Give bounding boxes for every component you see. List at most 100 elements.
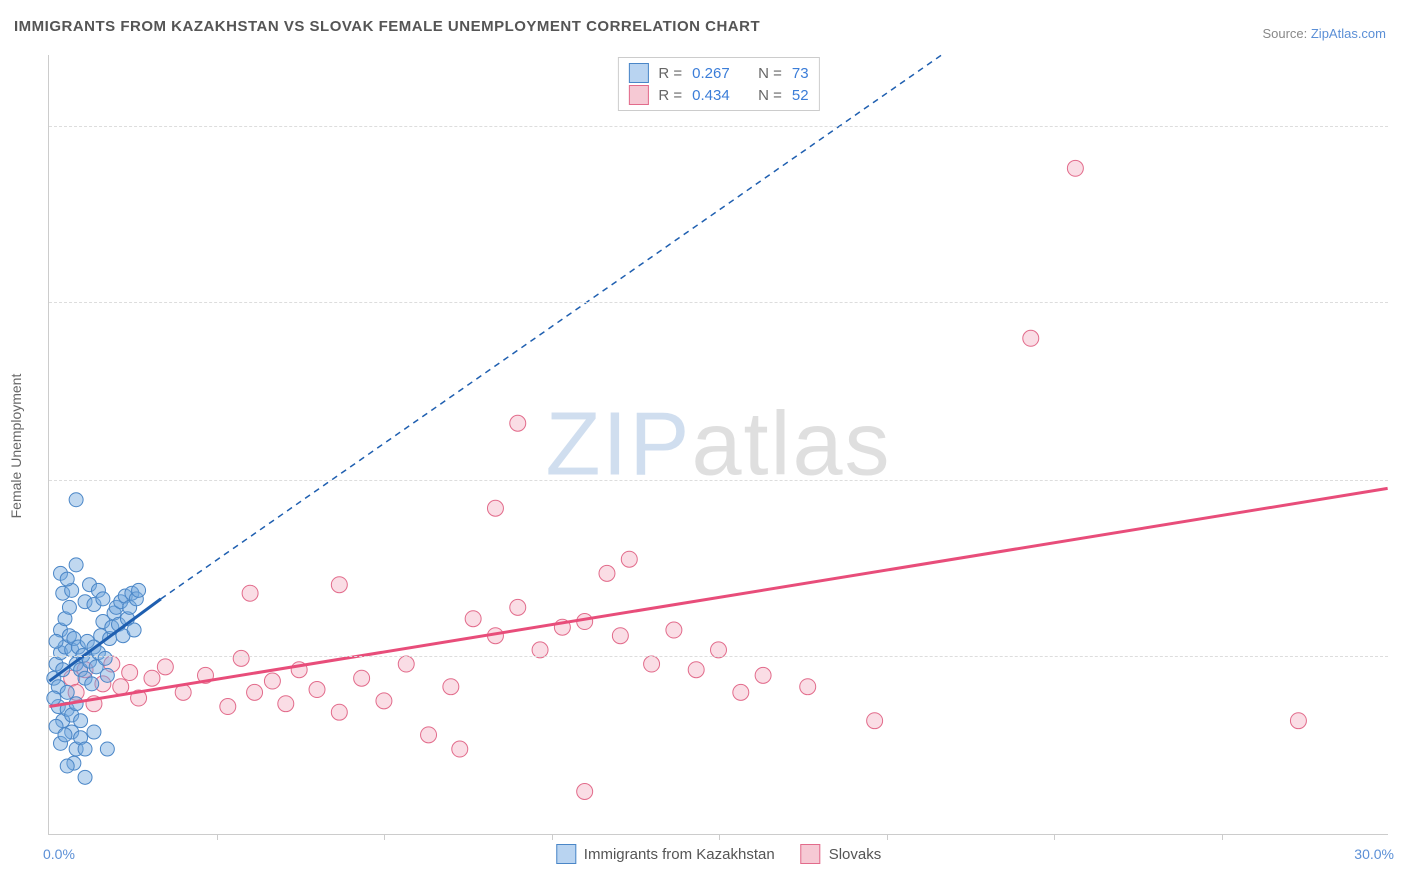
slovaks-point xyxy=(599,565,615,581)
kazakhstan-point xyxy=(69,493,83,507)
kazakhstan-point xyxy=(98,651,112,665)
x-tick xyxy=(719,834,720,840)
x-tick xyxy=(1222,834,1223,840)
plot-area: ZIPatlas R = 0.267 N = 73 R = 0.434 N = … xyxy=(48,55,1388,835)
x-tick xyxy=(217,834,218,840)
slovaks-point xyxy=(487,500,503,516)
slovaks-point xyxy=(688,662,704,678)
n-label: N = xyxy=(758,65,782,82)
kazakhstan-point xyxy=(60,759,74,773)
slovaks-point xyxy=(452,741,468,757)
r-label: R = xyxy=(658,87,682,104)
kazakhstan-point xyxy=(62,600,76,614)
y-tick-label: 25.0% xyxy=(1396,118,1406,134)
slovaks-point xyxy=(242,585,258,601)
chart-title: IMMIGRANTS FROM KAZAKHSTAN VS SLOVAK FEM… xyxy=(14,18,760,35)
r-label: R = xyxy=(658,65,682,82)
source-link[interactable]: ZipAtlas.com xyxy=(1311,26,1386,41)
kazakhstan-point xyxy=(100,668,114,682)
slovaks-point xyxy=(510,415,526,431)
slovaks-point xyxy=(398,656,414,672)
kazakhstan-point xyxy=(60,685,74,699)
legend-item-slovaks: Slovaks xyxy=(801,844,882,864)
slovaks-point xyxy=(144,670,160,686)
x-tick xyxy=(384,834,385,840)
kazakhstan-point xyxy=(100,742,114,756)
kazakhstan-point xyxy=(58,728,72,742)
slovaks-point xyxy=(157,659,173,675)
legend-bottom-swatch-kazakhstan xyxy=(556,844,576,864)
slovaks-point xyxy=(376,693,392,709)
x-tick xyxy=(552,834,553,840)
legend-bottom-label-kazakhstan: Immigrants from Kazakhstan xyxy=(584,846,775,863)
r-value-kazakhstan: 0.267 xyxy=(692,65,740,82)
slovaks-point xyxy=(331,704,347,720)
gridline xyxy=(49,302,1388,303)
x-axis-max-label: 30.0% xyxy=(1354,846,1394,862)
kazakhstan-point xyxy=(78,770,92,784)
slovaks-point xyxy=(233,650,249,666)
kazakhstan-point xyxy=(87,725,101,739)
kazakhstan-point xyxy=(74,714,88,728)
slovaks-point xyxy=(621,551,637,567)
x-axis-min-label: 0.0% xyxy=(43,846,75,862)
x-tick xyxy=(887,834,888,840)
slovaks-point xyxy=(309,682,325,698)
x-tick xyxy=(1054,834,1055,840)
kazakhstan-point xyxy=(60,572,74,586)
slovaks-point xyxy=(465,611,481,627)
source-prefix: Source: xyxy=(1262,26,1310,41)
legend-swatch-slovaks xyxy=(628,85,648,105)
legend-row-slovaks: R = 0.434 N = 52 xyxy=(628,84,808,106)
slovaks-point xyxy=(421,727,437,743)
gridline xyxy=(49,480,1388,481)
slovaks-point xyxy=(264,673,280,689)
n-value-slovaks: 52 xyxy=(792,87,809,104)
slovaks-point xyxy=(443,679,459,695)
slovaks-point xyxy=(331,577,347,593)
slovaks-point xyxy=(354,670,370,686)
slovaks-point xyxy=(755,667,771,683)
kazakhstan-point xyxy=(127,623,141,637)
y-tick-label: 18.8% xyxy=(1396,294,1406,310)
slovaks-point xyxy=(1023,330,1039,346)
slovaks-point xyxy=(612,628,628,644)
slovaks-point xyxy=(278,696,294,712)
chart-svg xyxy=(49,55,1388,834)
slovaks-point xyxy=(800,679,816,695)
slovaks-point xyxy=(510,599,526,615)
legend-series: Immigrants from Kazakhstan Slovaks xyxy=(556,844,881,864)
slovaks-point xyxy=(122,665,138,681)
slovaks-point xyxy=(644,656,660,672)
y-axis-title: Female Unemployment xyxy=(8,374,24,519)
y-tick-label: 6.3% xyxy=(1396,648,1406,664)
legend-row-kazakhstan: R = 0.267 N = 73 xyxy=(628,62,808,84)
legend-bottom-swatch-slovaks xyxy=(801,844,821,864)
gridline xyxy=(49,126,1388,127)
slovaks-point xyxy=(1067,160,1083,176)
legend-correlation: R = 0.267 N = 73 R = 0.434 N = 52 xyxy=(617,57,819,111)
kazakhstan-point xyxy=(132,583,146,597)
trend-line xyxy=(161,55,942,599)
kazakhstan-point xyxy=(47,691,61,705)
slovaks-point xyxy=(220,699,236,715)
slovaks-point xyxy=(113,679,129,695)
kazakhstan-point xyxy=(69,558,83,572)
slovaks-point xyxy=(1290,713,1306,729)
slovaks-point xyxy=(733,684,749,700)
source-attribution: Source: ZipAtlas.com xyxy=(1262,26,1386,41)
kazakhstan-point xyxy=(49,634,63,648)
slovaks-point xyxy=(577,784,593,800)
legend-swatch-kazakhstan xyxy=(628,63,648,83)
slovaks-point xyxy=(247,684,263,700)
kazakhstan-point xyxy=(85,677,99,691)
n-label: N = xyxy=(758,87,782,104)
slovaks-point xyxy=(666,622,682,638)
kazakhstan-point xyxy=(96,592,110,606)
r-value-slovaks: 0.434 xyxy=(692,87,740,104)
legend-item-kazakhstan: Immigrants from Kazakhstan xyxy=(556,844,775,864)
n-value-kazakhstan: 73 xyxy=(792,65,809,82)
y-tick-label: 12.5% xyxy=(1396,472,1406,488)
kazakhstan-point xyxy=(78,742,92,756)
gridline xyxy=(49,656,1388,657)
